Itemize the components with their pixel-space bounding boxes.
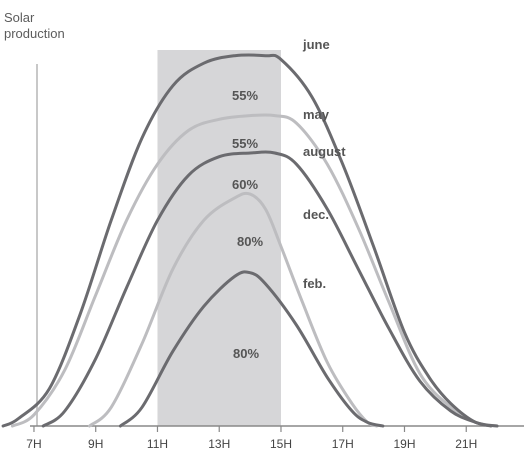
series-line-dec bbox=[88, 191, 379, 428]
y-axis-label: Solar production bbox=[4, 10, 65, 42]
midday-highlight-band bbox=[157, 50, 281, 426]
x-tick-label: 17H bbox=[332, 437, 354, 451]
series-name-label: august bbox=[303, 144, 346, 159]
x-axis-ticks: 7H 9H 11H 13H 15H 17H 19H 21H bbox=[26, 426, 477, 451]
series-line-may bbox=[10, 113, 499, 428]
series-name-label: june bbox=[302, 37, 330, 52]
series-name-label: may bbox=[303, 107, 330, 122]
series-labels: june 55% may 55% august 60% dec. 80% feb. 80% bbox=[232, 37, 346, 361]
series-curves bbox=[1, 53, 499, 428]
x-tick-label: 13H bbox=[208, 437, 230, 451]
x-tick-label: 21H bbox=[455, 437, 477, 451]
series-line-feb bbox=[118, 270, 385, 428]
x-tick-label: 19H bbox=[393, 437, 415, 451]
series-percent-label: 55% bbox=[232, 88, 258, 103]
series-percent-label: 60% bbox=[232, 177, 258, 192]
series-percent-label: 80% bbox=[237, 234, 263, 249]
series-line-august bbox=[41, 150, 493, 428]
x-tick-label: 11H bbox=[147, 437, 168, 451]
series-percent-label: 80% bbox=[233, 346, 259, 361]
series-name-label: dec. bbox=[303, 207, 329, 222]
x-tick-label: 7H bbox=[26, 437, 41, 451]
series-percent-label: 55% bbox=[232, 136, 258, 151]
y-axis-label-line-1: Solar bbox=[4, 10, 35, 25]
y-axis-label-line-2: production bbox=[4, 26, 65, 41]
x-tick-label: 15H bbox=[270, 437, 292, 451]
series-name-label: feb. bbox=[303, 276, 326, 291]
series-line-june bbox=[1, 53, 499, 428]
x-tick-label: 9H bbox=[88, 437, 103, 451]
